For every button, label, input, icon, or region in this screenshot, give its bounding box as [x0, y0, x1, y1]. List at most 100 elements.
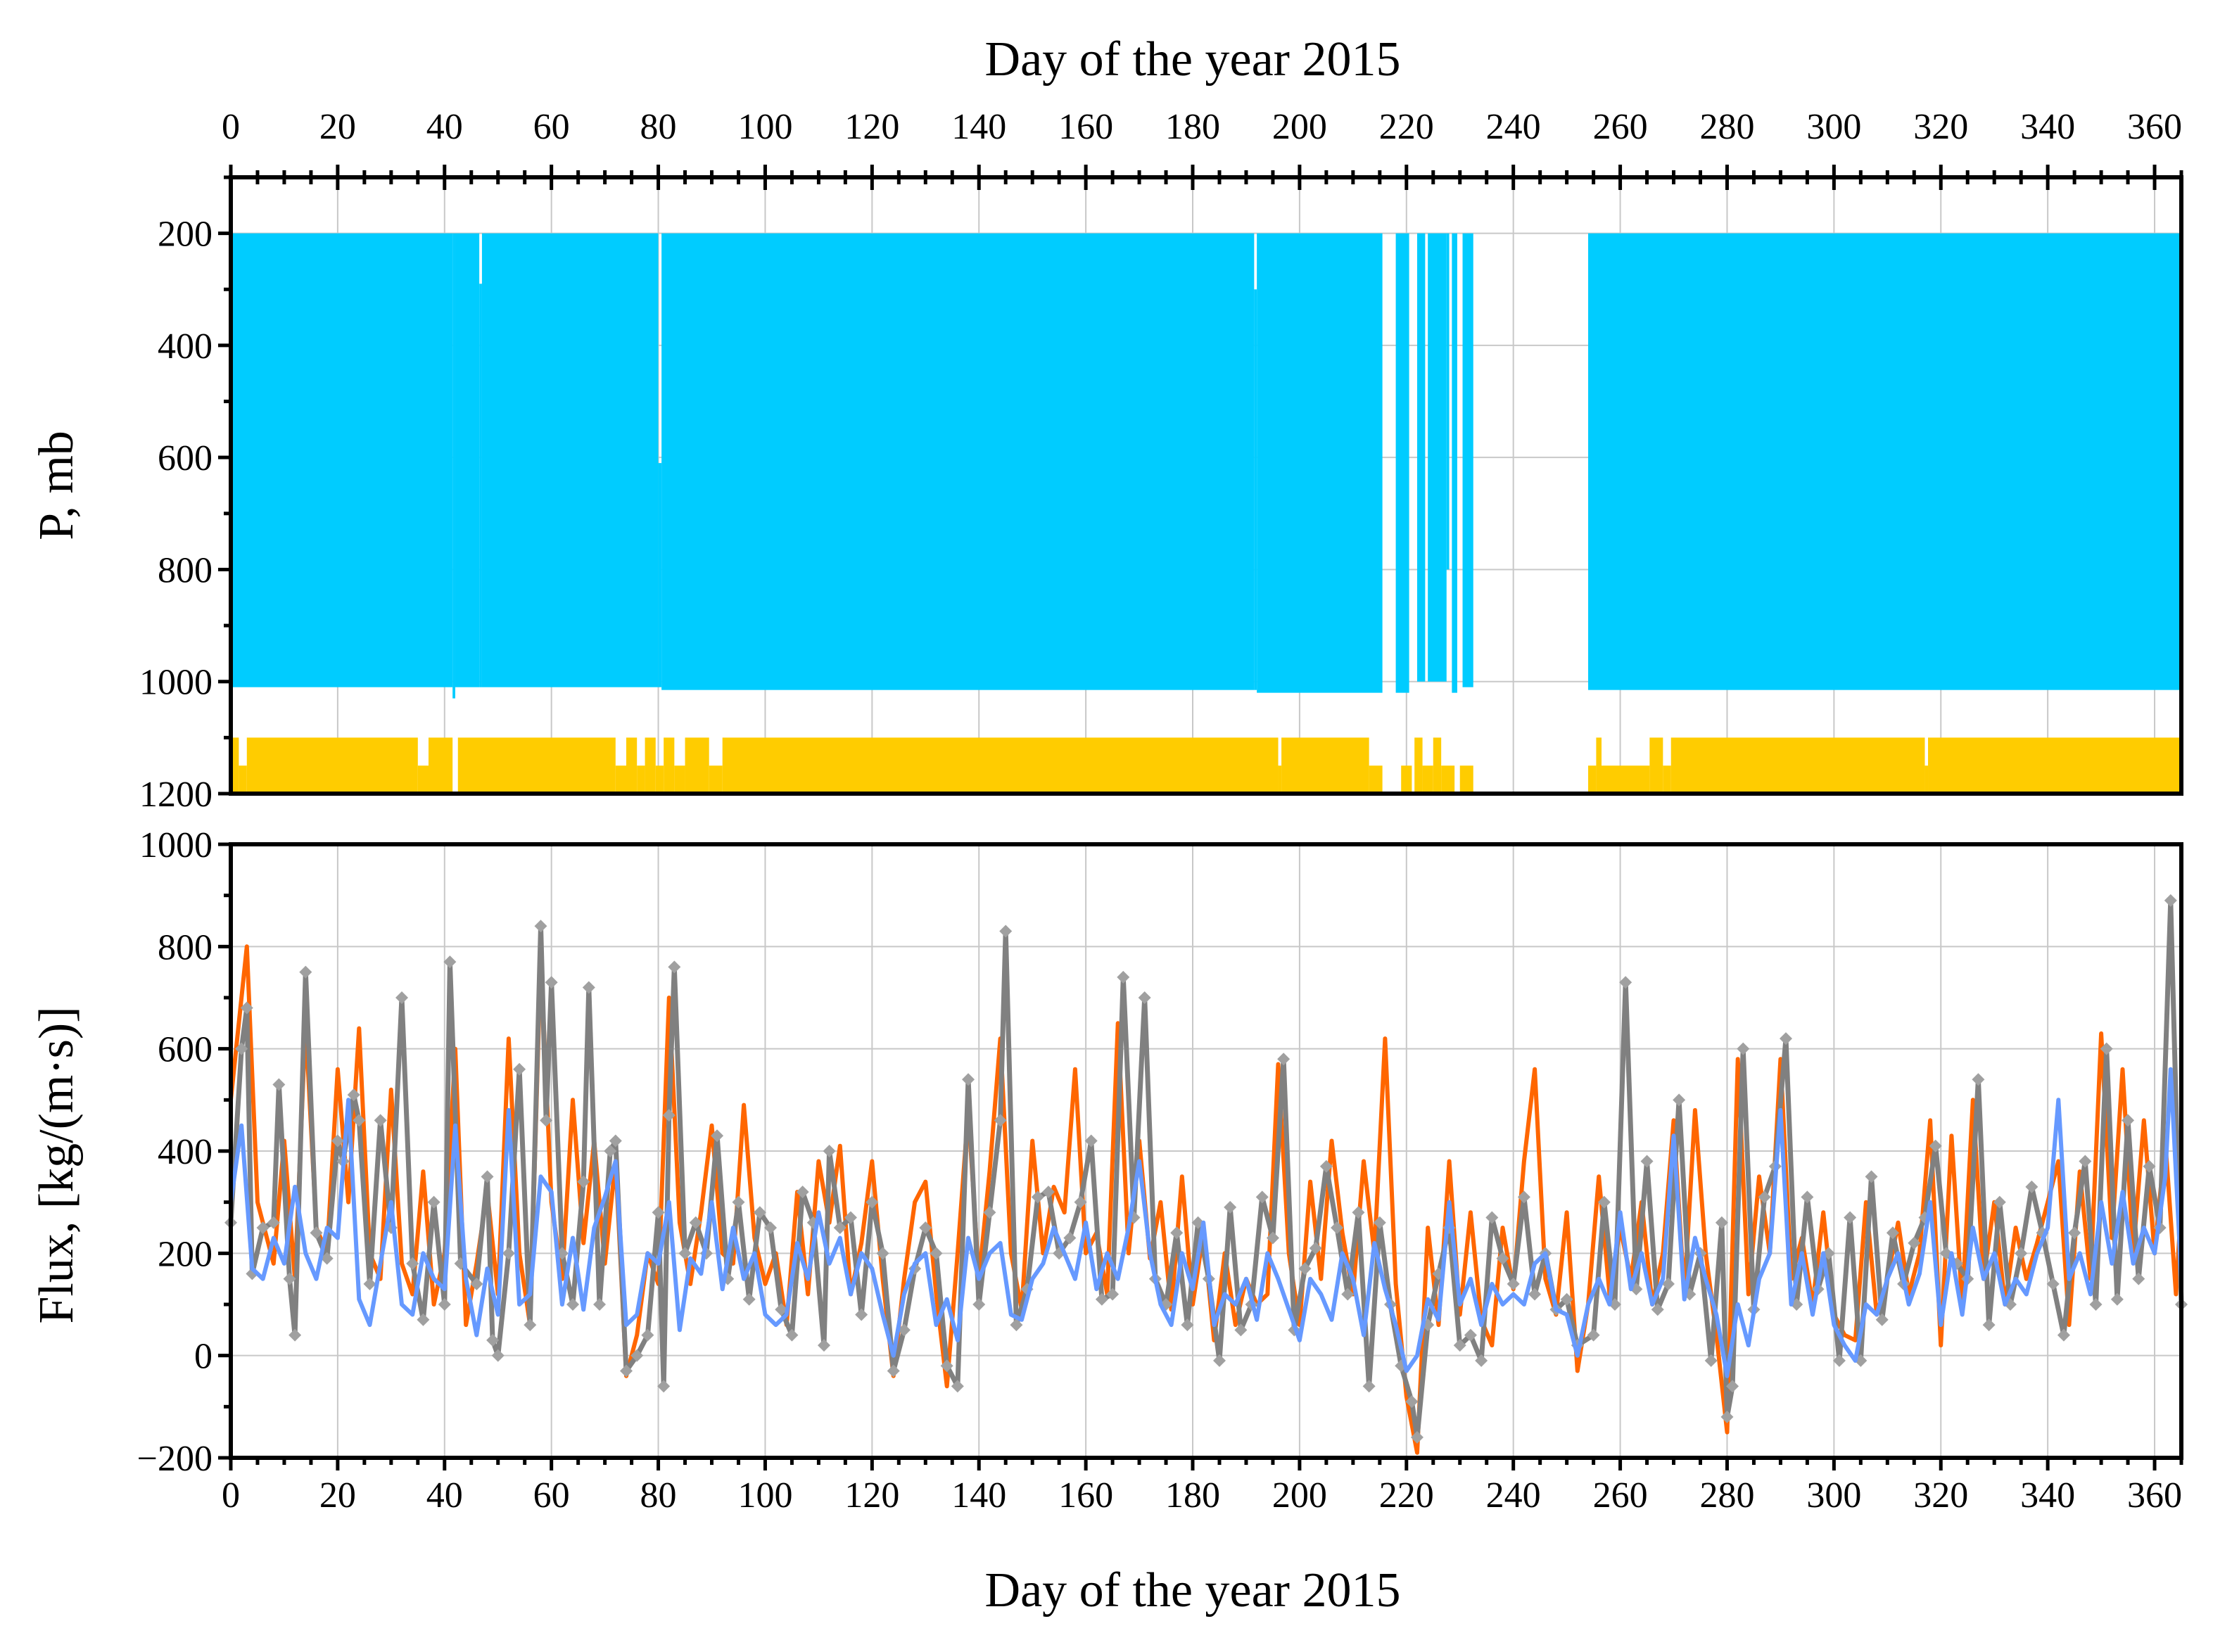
flux-gray-marker [1758, 1190, 1771, 1204]
band-bar [1649, 737, 1663, 794]
band-bar [1278, 765, 1282, 794]
flux-gray-marker [972, 1298, 986, 1311]
flux-gray-marker [347, 1088, 360, 1102]
profile-bar [479, 284, 482, 687]
flux-x-tick-label: 160 [1058, 1475, 1113, 1516]
band-bar [1422, 765, 1433, 794]
profile-x-tick-label: 0 [222, 107, 240, 147]
flux-gray-marker [796, 1186, 809, 1199]
flux-gray-marker [1720, 1410, 1734, 1423]
flux-gray-marker [657, 1380, 671, 1393]
flux-panel: 0 20 40 60 80 100 120 140 160 180 200 220 240 260 280 3… [30, 825, 2188, 1618]
flux-y-tick-label: 0 [194, 1337, 213, 1377]
profile-x-tick-label: 360 [2127, 107, 2182, 147]
flux-gray-marker [1373, 1216, 1386, 1229]
band-bar [1670, 737, 1925, 794]
flux-gray-marker [2025, 1180, 2038, 1193]
flux-x-tick-label: 200 [1272, 1475, 1327, 1516]
flux-gray-marker [1074, 1195, 1087, 1209]
flux-gray-marker [438, 1298, 451, 1311]
profile-bar [452, 233, 455, 699]
flux-x-tick-label: 80 [640, 1475, 677, 1516]
flux-gray-marker [331, 1134, 344, 1148]
flux-gray-marker [1908, 1236, 1921, 1250]
flux-gray-marker [1181, 1319, 1194, 1332]
band-bar [637, 765, 645, 794]
flux-ticks [218, 842, 2183, 1470]
profile-bar [1395, 233, 1409, 693]
flux-gray-marker [641, 1328, 654, 1342]
profile-bar [231, 233, 453, 687]
profile-x-tick-label: 20 [319, 107, 356, 147]
band-bar [1441, 765, 1455, 794]
band-bar [1601, 765, 1650, 794]
flux-x-tick-label: 120 [844, 1475, 899, 1516]
flux-gray-marker [443, 955, 457, 969]
band-bar [626, 737, 638, 794]
profile-bar [1452, 233, 1457, 693]
flux-gray-marker [1410, 1430, 1423, 1444]
flux-y-tick-label: −200 [137, 1439, 213, 1479]
flux-x-tick-label: 140 [951, 1475, 1006, 1516]
flux-gray-marker [689, 1216, 702, 1229]
flux-gray-marker [2164, 894, 2177, 907]
flux-gray-marker [1597, 1195, 1611, 1209]
flux-x-tick-label: 360 [2127, 1475, 2182, 1516]
flux-gray-marker [1619, 976, 1632, 989]
flux-gray-marker [1405, 1395, 1419, 1409]
flux-gray-marker [1982, 1319, 1996, 1332]
profile-bar [1257, 233, 1383, 693]
flux-gray-marker [417, 1313, 430, 1326]
profile-bar [1428, 233, 1447, 682]
flux-gray-marker [2089, 1298, 2103, 1311]
flux-gray-marker [566, 1298, 580, 1311]
flux-gray-marker [1737, 1042, 1750, 1055]
profile-y-tick-label: 400 [158, 326, 213, 367]
flux-x-tick-label: 320 [1913, 1475, 1968, 1516]
flux-gray-marker [897, 1323, 911, 1337]
flux-x-tick-label: 300 [1806, 1475, 1861, 1516]
flux-gray-marker [823, 1145, 836, 1157]
flux-gray-marker [732, 1195, 745, 1209]
flux-gray-marker [1277, 1053, 1291, 1066]
flux-gray-marker [994, 1114, 1007, 1127]
flux-gray-marker [833, 1221, 846, 1234]
flux-gray-marker [1266, 1231, 1279, 1245]
flux-gray-marker [1224, 1200, 1237, 1214]
flux-gray-marker [288, 1328, 302, 1342]
flux-gray-marker [272, 1078, 286, 1091]
flux-gray-marker [1063, 1231, 1077, 1245]
flux-gray-marker [256, 1221, 270, 1234]
flux-gray-marker [491, 1349, 505, 1362]
profile-x-tick-label: 160 [1058, 107, 1113, 147]
flux-gray-marker [609, 1134, 622, 1148]
flux-gray-marker [887, 1364, 900, 1378]
flux-gray-marker [1726, 1380, 1739, 1393]
flux-gray-marker [678, 1247, 692, 1260]
profile-x-tick-label: 60 [533, 107, 570, 147]
flux-y-tick-label: 1000 [139, 825, 213, 865]
profile-bar [1254, 289, 1257, 690]
flux-gray-marker [619, 1364, 633, 1378]
flux-gray-marker [406, 1257, 419, 1270]
flux-gray-marker [983, 1206, 996, 1219]
profile-x-tick-label: 140 [951, 107, 1006, 147]
flux-gray-marker [1517, 1190, 1530, 1204]
flux-gray-marker [785, 1328, 799, 1342]
band-bar [417, 765, 429, 794]
flux-gray-marker [1362, 1380, 1376, 1393]
profile-bar [455, 233, 480, 687]
flux-series-line-gray [228, 898, 2184, 1440]
flux-gray-marker [940, 1359, 953, 1373]
profile-ticks [218, 165, 2183, 796]
band-bar [722, 737, 1279, 794]
profile-x-tick-label: 280 [1699, 107, 1754, 147]
flux-gray-marker [534, 920, 547, 933]
flux-gray-marker [1041, 1186, 1055, 1199]
band-bar [645, 737, 656, 794]
flux-gray-marker [1661, 1277, 1675, 1290]
profile-panel: 0 20 40 60 80 100 120 140 160 180 200 220 240 260 280 3… [30, 32, 2183, 815]
profile-x-tick-label: 180 [1165, 107, 1220, 147]
flux-gray-marker [604, 1145, 617, 1157]
flux-gray-marker [930, 1247, 943, 1260]
